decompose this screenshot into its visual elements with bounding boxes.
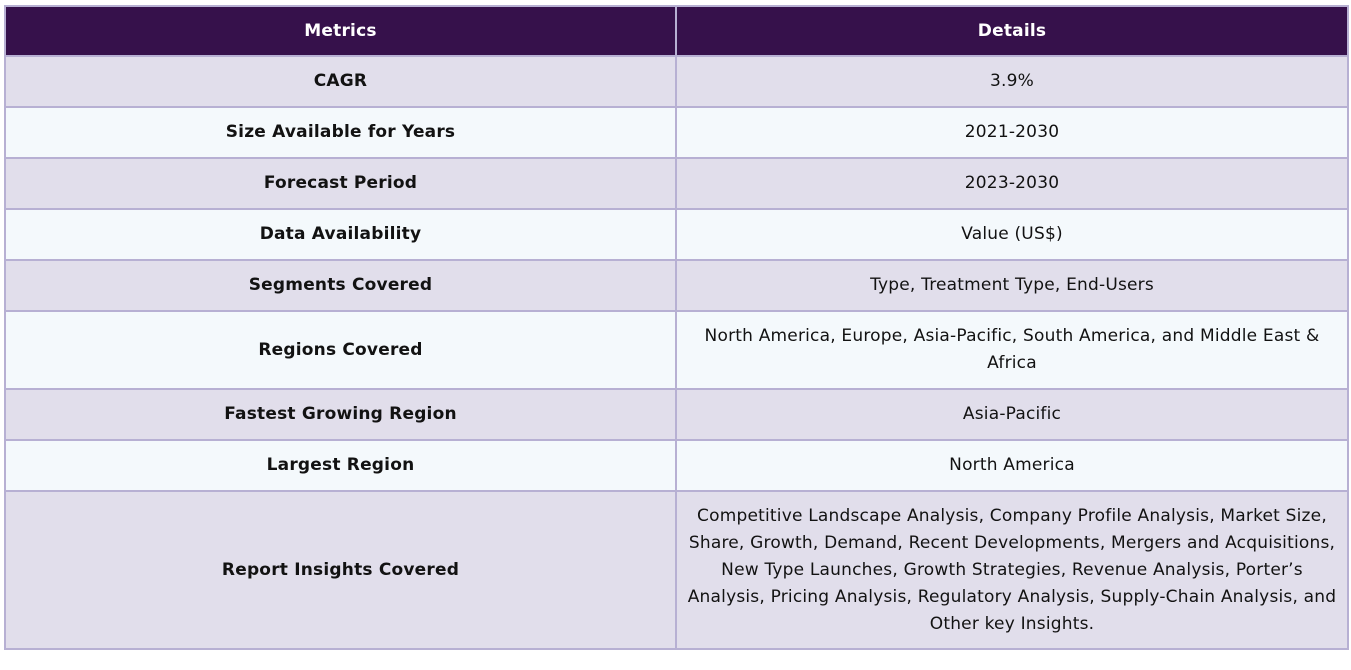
table-row: Largest Region North America — [4, 439, 1349, 492]
table-row: Forecast Period 2023-2030 — [4, 157, 1349, 210]
table-row: Data Availability Value (US$) — [4, 208, 1349, 261]
detail-cell: North America, Europe, Asia-Pacific, Sou… — [675, 310, 1349, 390]
metrics-table: Metrics Details CAGR 3.9% Size Available… — [4, 5, 1349, 650]
metric-cell: Report Insights Covered — [4, 490, 677, 650]
metric-cell: Segments Covered — [4, 259, 677, 312]
metric-cell: Size Available for Years — [4, 106, 677, 159]
metrics-table-container: Metrics Details CAGR 3.9% Size Available… — [4, 5, 1349, 650]
metric-cell: Data Availability — [4, 208, 677, 261]
metric-cell: CAGR — [4, 55, 677, 108]
detail-cell: 2023-2030 — [675, 157, 1349, 210]
table-row: Report Insights Covered Competitive Land… — [4, 490, 1349, 650]
details-column-header: Details — [675, 5, 1349, 57]
table-row: Segments Covered Type, Treatment Type, E… — [4, 259, 1349, 312]
table-header-row: Metrics Details — [4, 5, 1349, 57]
detail-cell: North America — [675, 439, 1349, 492]
metric-cell: Fastest Growing Region — [4, 388, 677, 441]
detail-cell: Competitive Landscape Analysis, Company … — [675, 490, 1349, 650]
detail-cell: 3.9% — [675, 55, 1349, 108]
detail-cell: Type, Treatment Type, End-Users — [675, 259, 1349, 312]
table-row: Regions Covered North America, Europe, A… — [4, 310, 1349, 390]
table-row: Fastest Growing Region Asia-Pacific — [4, 388, 1349, 441]
metric-cell: Regions Covered — [4, 310, 677, 390]
detail-cell: Value (US$) — [675, 208, 1349, 261]
detail-cell: Asia-Pacific — [675, 388, 1349, 441]
detail-cell: 2021-2030 — [675, 106, 1349, 159]
metric-cell: Forecast Period — [4, 157, 677, 210]
metric-cell: Largest Region — [4, 439, 677, 492]
table-row: Size Available for Years 2021-2030 — [4, 106, 1349, 159]
metrics-column-header: Metrics — [4, 5, 677, 57]
table-row: CAGR 3.9% — [4, 55, 1349, 108]
